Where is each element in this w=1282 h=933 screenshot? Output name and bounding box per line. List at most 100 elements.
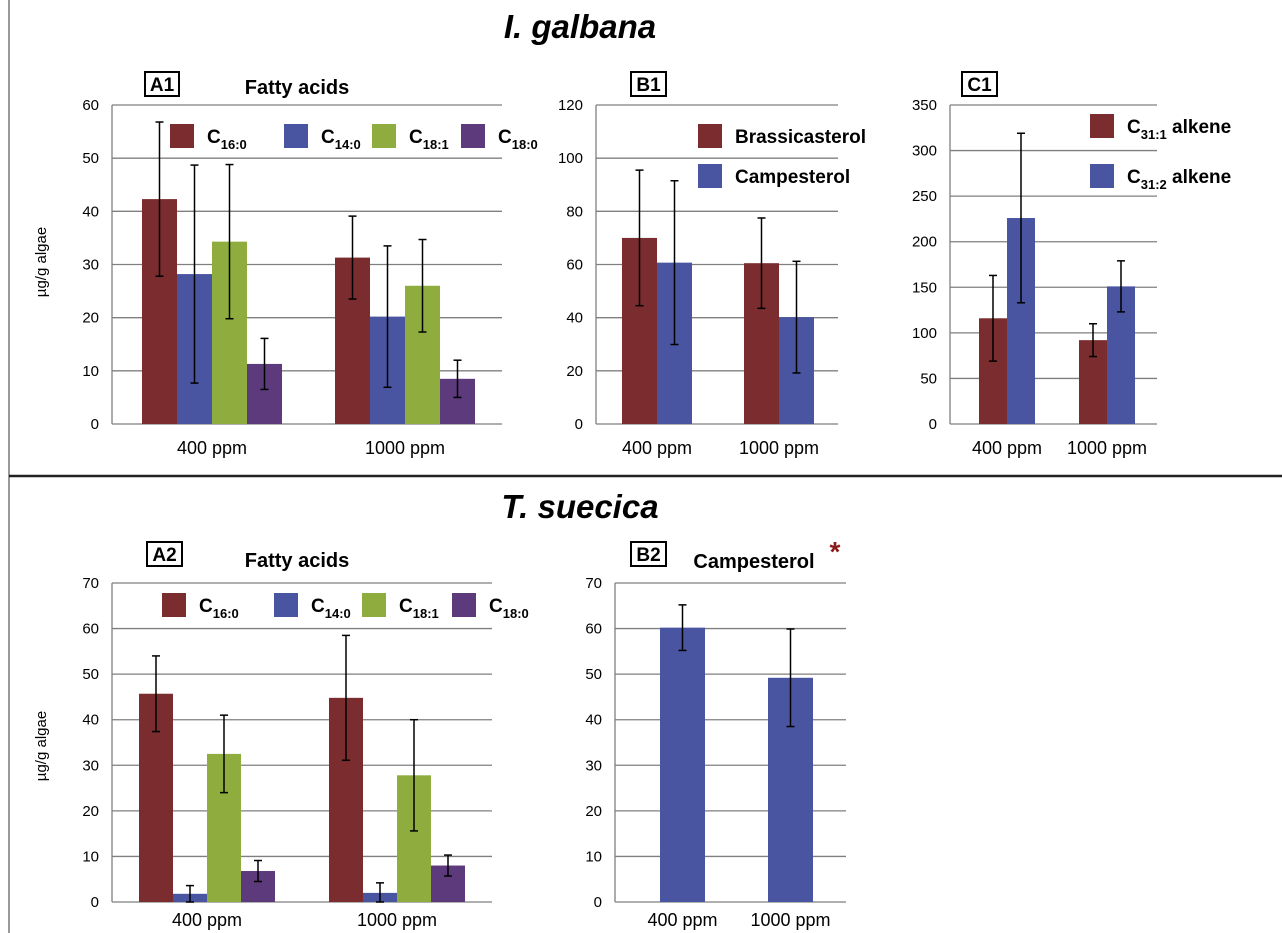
legend-label: C31:1 alkene: [1127, 117, 1231, 142]
y-tick-label: 30: [585, 757, 602, 774]
legend-suffix: alkene: [1167, 117, 1231, 138]
legend-subscript: 16:0: [221, 137, 247, 152]
panel-tag-label: A1: [150, 75, 175, 96]
y-tick-label: 0: [929, 416, 937, 433]
y-tick-label: 40: [82, 203, 99, 220]
y-tick-label: 70: [82, 575, 99, 592]
significance-marker: *: [830, 536, 841, 567]
legend-subscript: 14:0: [325, 606, 351, 621]
y-tick-label: 100: [558, 150, 583, 167]
legend-name: C: [1127, 117, 1141, 138]
y-axis-label: µg/g algae: [33, 711, 50, 781]
panel-a1-fatty-acids-i-galbana: 0 10 20 30 40 50 60 400 ppm 1000 ppm A1 Fatty acid…: [33, 71, 538, 458]
y-tick-label: 50: [920, 370, 937, 387]
y-tick-label: 100: [912, 325, 937, 342]
legend-swatch: [1090, 114, 1114, 138]
legend-swatch: [362, 593, 386, 617]
y-axis-label: µg/g algae: [33, 227, 50, 297]
legend-name: C: [399, 596, 413, 617]
y-tick-label: 60: [82, 97, 99, 114]
category-label: 400 ppm: [972, 438, 1042, 458]
legend-label: C16:0: [207, 127, 247, 152]
y-tick-label: 50: [82, 150, 99, 167]
y-tick-label: 60: [566, 257, 583, 274]
legend-subscript: 16:0: [213, 606, 239, 621]
legend-label: C18:1: [409, 127, 449, 152]
legend-subscript: 14:0: [335, 137, 361, 152]
legend-name: C: [489, 596, 503, 617]
y-tick-label: 10: [82, 848, 99, 865]
panel-tag-label: B1: [636, 75, 661, 96]
category-label: 400 ppm: [647, 910, 717, 930]
y-tick-label: 50: [585, 666, 602, 683]
legend-name: C: [409, 127, 423, 148]
legend-label: C18:1: [399, 596, 439, 621]
y-tick-label: 10: [82, 363, 99, 380]
panel-tag-label: C1: [967, 75, 992, 96]
legend-label: C18:0: [498, 127, 538, 152]
section-title-t-suecica: T. suecica: [501, 488, 658, 525]
y-tick-label: 40: [585, 712, 602, 729]
y-tick-label: 0: [91, 416, 99, 433]
category-label: 1000 ppm: [739, 438, 819, 458]
legend-subscript: 18:1: [413, 606, 439, 621]
y-tick-label: 250: [912, 188, 937, 205]
legend-label: C14:0: [311, 596, 351, 621]
legend-name: C: [321, 127, 335, 148]
bar: [660, 627, 705, 902]
legend-subscript: 18:1: [423, 137, 449, 152]
legend-label: Brassicasterol: [735, 127, 866, 148]
y-tick-label: 30: [82, 757, 99, 774]
y-tick-label: 0: [594, 894, 602, 911]
legend-swatch: [170, 124, 194, 148]
legend-name: Campesterol: [735, 167, 850, 188]
legend-swatch: [284, 124, 308, 148]
legend-label: Campesterol: [735, 167, 850, 188]
legend-label: C18:0: [489, 596, 529, 621]
y-tick-label: 0: [91, 894, 99, 911]
y-tick-label: 20: [82, 803, 99, 820]
y-tick-label: 30: [82, 257, 99, 274]
y-tick-label: 200: [912, 234, 937, 251]
legend-name: C: [311, 596, 325, 617]
legend-swatch: [274, 593, 298, 617]
y-tick-label: 20: [585, 803, 602, 820]
legend-label: C14:0: [321, 127, 361, 152]
y-tick-label: 120: [558, 97, 583, 114]
legend-swatch: [372, 124, 396, 148]
legend-name: C: [199, 596, 213, 617]
panel-a2-fatty-acids-t-suecica: 0 10 20 30 40 50 60 70 400 ppm 1000 ppm A2 Fatty ac…: [33, 541, 529, 930]
legend-swatch: [452, 593, 476, 617]
y-tick-label: 150: [912, 279, 937, 296]
y-tick-label: 0: [575, 416, 583, 433]
panel-tag-box: [630, 541, 667, 567]
legend-subscript: 31:1: [1141, 127, 1167, 142]
legend-label: C31:2 alkene: [1127, 167, 1231, 192]
legend-swatch: [1090, 164, 1114, 188]
y-tick-label: 80: [566, 203, 583, 220]
panel-tag-box: [146, 541, 183, 567]
panel-b2-campesterol-t-suecica: 0 10 20 30 40 50 60 70 400 ppm 1000 ppm B2 Campeste…: [585, 536, 846, 930]
section-title-i-galbana: I. galbana: [504, 8, 656, 45]
y-tick-label: 60: [82, 621, 99, 638]
panel-title: Fatty acids: [245, 77, 349, 99]
panel-tag-box: [961, 71, 998, 97]
legend-swatch: [698, 164, 722, 188]
y-tick-label: 350: [912, 97, 937, 114]
panel-title: Campesterol: [693, 551, 814, 573]
panel-b1-sterols-i-galbana: 0 20 40 60 80 100 120 400 ppm 1000 ppm B1 Brassica…: [558, 71, 866, 458]
category-label: 400 ppm: [622, 438, 692, 458]
y-tick-label: 20: [566, 363, 583, 380]
panel-title: Fatty acids: [245, 550, 349, 572]
legend-swatch: [162, 593, 186, 617]
category-label: 1000 ppm: [357, 910, 437, 930]
category-label: 1000 ppm: [1067, 438, 1147, 458]
legend-name: Brassicasterol: [735, 127, 866, 148]
y-tick-label: 40: [566, 310, 583, 327]
y-tick-label: 60: [585, 621, 602, 638]
category-label: 400 ppm: [177, 438, 247, 458]
panel-tag-label: A2: [152, 545, 176, 566]
legend-name: C: [207, 127, 221, 148]
